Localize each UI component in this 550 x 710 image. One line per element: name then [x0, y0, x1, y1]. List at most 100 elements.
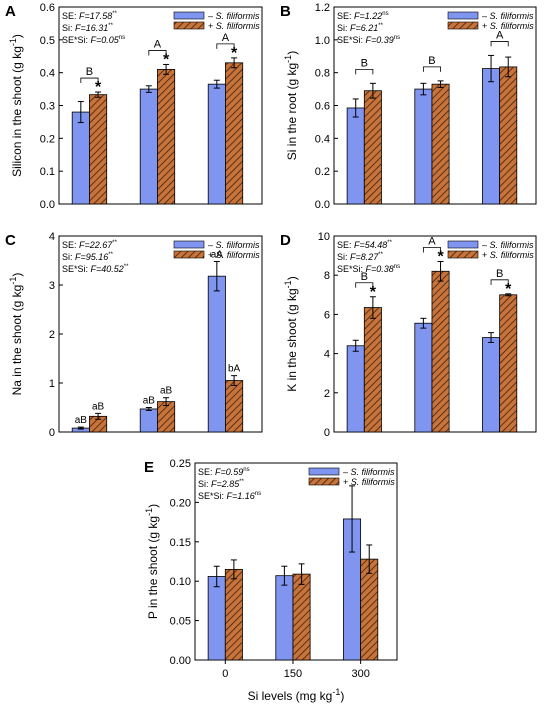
label-rest: ) — [285, 51, 299, 55]
stat-significance: ** — [112, 240, 117, 246]
y-tick-label: 0.0 — [315, 199, 330, 211]
bar-plus — [363, 307, 382, 433]
panel-letter: D — [280, 232, 291, 249]
legend-species: S. filiformis — [490, 240, 535, 250]
stat-line: Si: F=16.31** — [62, 23, 114, 33]
bar-minus — [482, 68, 501, 205]
significance-star: * — [163, 51, 170, 68]
stat-f: F=1.16 — [227, 491, 255, 501]
legend-swatch — [173, 21, 205, 30]
group-bracket — [422, 66, 441, 72]
legend-sign: + — [208, 250, 216, 260]
legend-label: + S. filiformis — [482, 21, 534, 31]
panel-A: A 0.0 0.1 0.2 0.3 0.4 0.5 0.6 Silicon in the sho… — [5, 2, 263, 211]
unit-exponent: -1 — [283, 55, 293, 63]
label-rest: ) — [10, 273, 24, 277]
stat-f: F=17.58 — [79, 11, 112, 21]
y-tick-label: 0.6 — [315, 101, 330, 113]
legend-sign: – — [208, 240, 216, 250]
y-tick-label: 0.15 — [170, 537, 191, 549]
bar-plus — [224, 568, 243, 661]
legend-label: + S. filiformis — [482, 250, 534, 260]
stat-term: SE: — [337, 240, 354, 250]
stat-term: Si: — [62, 23, 75, 33]
x-axis-label: Si levels (mg kg-1) — [248, 687, 345, 703]
label-rest: ) — [285, 276, 299, 280]
bar-minus — [346, 345, 365, 433]
legend-sign: + — [482, 21, 490, 31]
y-tick-label: 0.8 — [315, 68, 330, 80]
significance-letters: aA — [211, 249, 224, 260]
group-letter: A — [154, 38, 162, 50]
bar-minus — [275, 575, 294, 661]
y-tick-label: 4 — [324, 349, 330, 361]
legend-swatch — [447, 250, 479, 259]
bar-plus — [360, 558, 379, 661]
stat-term: Si: — [337, 23, 350, 33]
y-tick-label: 0.0 — [40, 199, 55, 211]
y-tick-label: 0.00 — [170, 655, 191, 667]
group-letter: B — [361, 271, 368, 283]
panel-letter: B — [280, 3, 291, 20]
group-bracket — [355, 282, 374, 288]
legend-swatch — [308, 467, 340, 476]
significance-star: * — [231, 45, 238, 62]
unit-exponent: -1 — [144, 508, 154, 516]
y-tick-label: 0.2 — [315, 166, 330, 178]
stat-significance: ** — [124, 264, 129, 270]
legend-swatch — [173, 240, 205, 249]
y-axis-label: K in the shoot (g kg-1) — [283, 276, 299, 391]
legend-swatch — [173, 250, 205, 259]
stat-line: Si: F=6.21** — [337, 23, 384, 33]
legend-swatch — [447, 240, 479, 249]
group-bracket — [80, 77, 99, 84]
legend-swatch — [173, 11, 205, 20]
stat-f: F=8.27 — [350, 252, 379, 262]
stat-f: F=6.21 — [350, 23, 378, 33]
y-axis-label: Na in the shoot (g kg-1) — [8, 273, 24, 396]
stat-significance: ns — [119, 35, 125, 41]
stat-f: F=22.67 — [79, 240, 113, 250]
y-tick-label: 0 — [49, 427, 55, 439]
significance-star: * — [370, 284, 377, 301]
significance-star: * — [437, 248, 444, 265]
group-bracket — [422, 247, 441, 253]
legend-species: S. filiformis — [216, 240, 261, 250]
stat-term: SE*Si: — [62, 35, 91, 45]
bar-minus — [414, 322, 433, 433]
stat-significance: ** — [378, 252, 383, 258]
significance-star: * — [505, 281, 512, 298]
group-letter: B — [86, 66, 93, 78]
stat-significance: ns — [255, 491, 261, 497]
stat-significance: ** — [112, 11, 117, 17]
stat-term: SE: — [198, 467, 215, 477]
stat-term: SE*Si: — [62, 264, 91, 274]
legend-swatch — [447, 11, 479, 20]
stat-f: F=1.22 — [354, 11, 382, 21]
legend-species: S. filiformis — [216, 21, 261, 31]
y-tick-label: 0.6 — [40, 2, 55, 14]
group-bracket — [490, 41, 509, 47]
stat-line: Si: F=2.85** — [198, 479, 245, 489]
stat-significance: ns — [243, 467, 249, 473]
y-tick-label: 0.10 — [170, 576, 191, 588]
legend-species: S. filiformis — [351, 477, 396, 487]
bar-minus — [207, 576, 226, 661]
bar-plus — [431, 270, 450, 433]
stat-term: SE*Si: — [337, 264, 366, 274]
legend-species: S. filiformis — [216, 250, 261, 260]
y-tick-label: 2 — [324, 388, 330, 400]
legend-species: S. filiformis — [216, 11, 261, 21]
y-tick-label: 1.0 — [315, 35, 330, 47]
bar-minus — [207, 83, 226, 205]
stat-significance: ns — [394, 264, 400, 270]
significance-letters: bA — [228, 364, 241, 375]
y-tick-label: 0.5 — [40, 35, 55, 47]
bar-minus — [482, 337, 501, 433]
bar-plus — [292, 573, 311, 661]
bar-plus — [157, 68, 176, 205]
legend-sign: + — [208, 21, 216, 31]
legend-label: – S. filiformis — [482, 11, 534, 21]
legend-species: S. filiformis — [490, 11, 535, 21]
